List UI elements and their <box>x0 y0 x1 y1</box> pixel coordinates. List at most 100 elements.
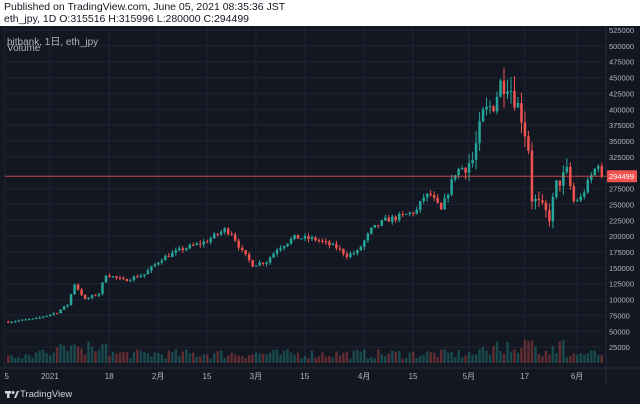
volume-bar <box>541 356 544 363</box>
volume-bar <box>20 358 24 363</box>
candle-body <box>544 202 548 211</box>
volume-bar <box>443 349 446 363</box>
candle-body <box>7 321 10 323</box>
candle-body <box>97 293 101 296</box>
volume-bar <box>478 349 481 363</box>
candle-body <box>289 238 293 244</box>
volume-bar <box>244 358 247 363</box>
volume-bar <box>202 354 205 363</box>
candle-body <box>586 179 590 193</box>
candle-body <box>597 166 600 169</box>
volume-bar <box>411 351 415 363</box>
candle-body <box>363 240 366 247</box>
y-tick-label: 275000 <box>609 185 634 194</box>
volume-bar <box>597 354 600 363</box>
volume-bar <box>174 349 178 363</box>
volume-bar <box>261 353 265 363</box>
candle-body <box>411 212 415 214</box>
x-tick-label: 4月 <box>358 372 370 381</box>
candle-body <box>481 109 485 122</box>
y-tick-label: 425000 <box>609 89 634 98</box>
x-tick-label: 15 <box>409 372 418 381</box>
volume-bar <box>502 353 506 363</box>
candle-body <box>164 255 167 261</box>
volume-bar <box>488 354 492 363</box>
volume-bar <box>359 351 363 363</box>
volume-bar <box>425 351 429 363</box>
volume-bar <box>352 350 356 363</box>
volume-bar <box>167 350 171 363</box>
volume-bar <box>429 352 432 363</box>
candle-body <box>384 217 387 221</box>
volume-bar <box>303 355 307 363</box>
volume-bar <box>199 356 202 363</box>
volume-bar <box>289 352 293 363</box>
candle-body <box>202 241 205 245</box>
candle-body <box>307 236 310 240</box>
candle-body <box>73 284 76 295</box>
volume-bar <box>527 340 530 363</box>
volume-bar <box>55 347 59 363</box>
volume-bar <box>544 351 548 363</box>
candle-body <box>31 318 34 320</box>
candle-body <box>467 163 471 173</box>
volume-bar <box>495 341 499 363</box>
volume-bar <box>328 356 331 363</box>
candle-body <box>55 313 59 315</box>
candle-body <box>129 280 132 282</box>
candle-body <box>83 295 87 299</box>
volume-bar <box>562 340 565 363</box>
y-tick-label: 125000 <box>609 280 634 289</box>
volume-bar <box>104 343 108 363</box>
candle-body <box>251 260 254 267</box>
candle-body <box>115 276 118 278</box>
volume-bar <box>111 351 115 363</box>
candle-body <box>10 321 13 323</box>
volume-bar <box>118 352 122 363</box>
volume-bar <box>321 352 324 363</box>
candle-body <box>181 248 185 251</box>
volume-bar <box>237 355 240 363</box>
y-tick-label: 150000 <box>609 264 634 273</box>
volume-bar <box>317 356 321 363</box>
last-price-label: 294499 <box>609 172 634 181</box>
volume-bar <box>223 357 226 363</box>
volume-bar <box>41 349 45 363</box>
volume-bar <box>192 352 195 363</box>
volume-bar <box>293 354 296 363</box>
volume-bar <box>471 354 474 363</box>
candle-body <box>254 265 258 267</box>
volume-bar <box>310 350 314 363</box>
y-tick-label: 375000 <box>609 121 634 130</box>
volume-bar <box>523 339 527 363</box>
volume-bar <box>398 351 401 363</box>
volume-bar <box>331 357 335 363</box>
volume-bar <box>209 358 212 363</box>
volume-bar <box>129 358 132 363</box>
volume-bar <box>10 354 13 363</box>
candle-body <box>576 200 579 202</box>
volume-bar <box>384 356 387 363</box>
volume-bar <box>548 354 551 363</box>
volume-bar <box>97 349 101 363</box>
y-tick-label: 175000 <box>609 248 634 257</box>
candle-body <box>94 295 97 297</box>
volume-bar <box>366 358 370 363</box>
volume-bar <box>453 357 457 363</box>
volume-bar <box>282 350 286 363</box>
candle-body <box>429 193 432 195</box>
candle-body <box>153 264 157 267</box>
candle-body <box>380 220 384 226</box>
volume-bar <box>593 350 597 363</box>
volume-bar <box>555 352 558 363</box>
x-tick-label: 18 <box>105 372 114 381</box>
volume-bar <box>115 353 118 363</box>
candle-body <box>394 216 398 220</box>
candle-body <box>59 309 62 314</box>
candle-body <box>537 198 541 201</box>
candle-body <box>520 103 523 123</box>
candle-body <box>139 275 143 278</box>
volume-bar <box>349 358 352 363</box>
candle-body <box>272 253 275 258</box>
